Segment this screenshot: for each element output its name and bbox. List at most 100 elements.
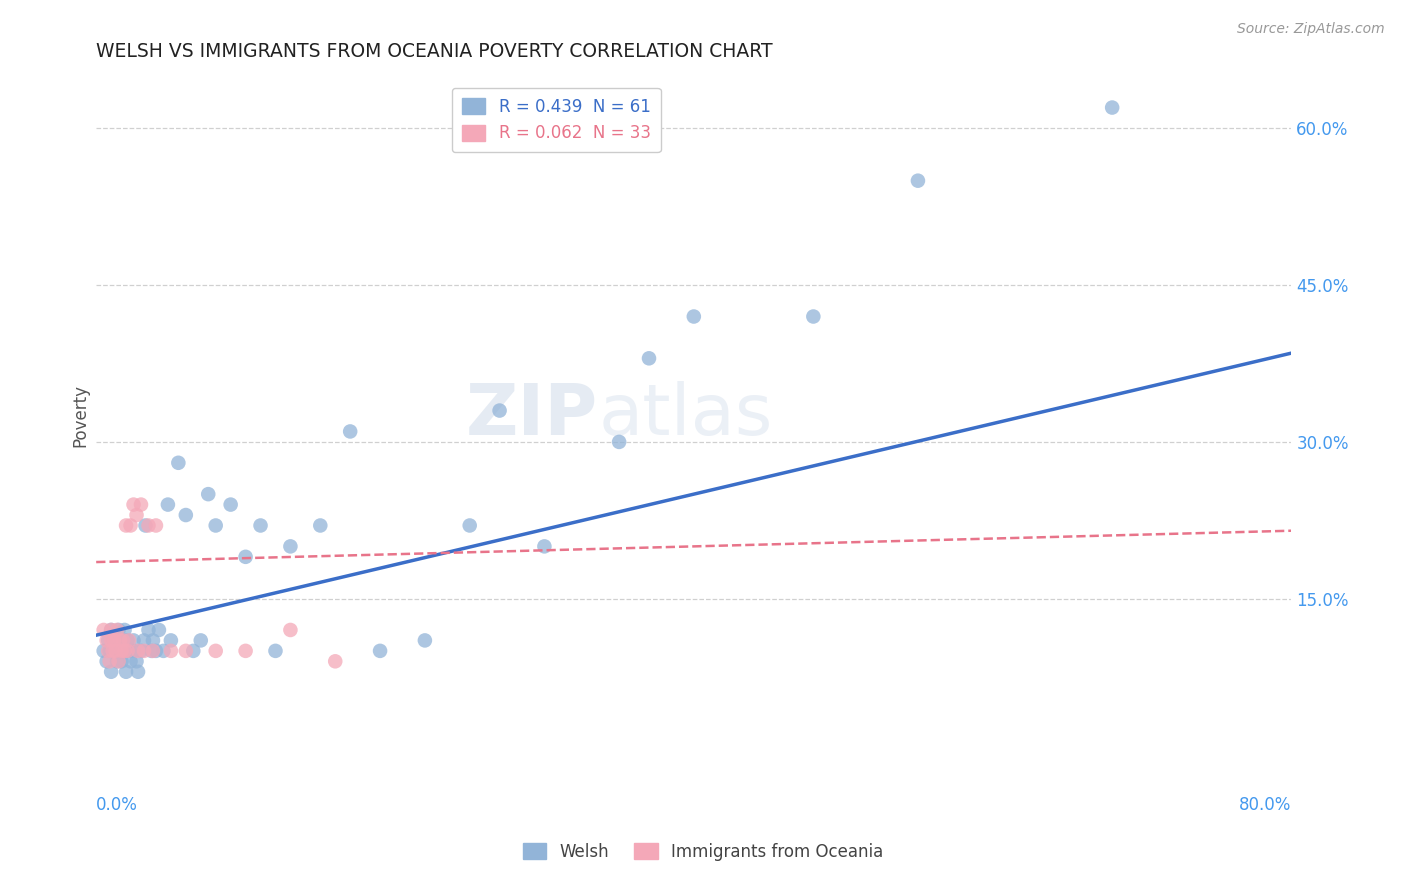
Point bbox=[104, 644, 127, 658]
Point bbox=[96, 654, 118, 668]
Point bbox=[235, 644, 257, 658]
Point bbox=[160, 644, 183, 658]
Point bbox=[219, 498, 242, 512]
Point bbox=[368, 644, 391, 658]
Point bbox=[108, 644, 131, 658]
Point bbox=[100, 665, 122, 679]
Point bbox=[132, 633, 155, 648]
Point bbox=[101, 644, 124, 658]
Point bbox=[323, 654, 346, 668]
Point bbox=[204, 644, 226, 658]
Point bbox=[235, 549, 257, 564]
Point bbox=[152, 644, 174, 658]
Point bbox=[264, 644, 287, 658]
Point bbox=[115, 665, 138, 679]
Point bbox=[129, 498, 152, 512]
Point bbox=[110, 644, 132, 658]
Point bbox=[280, 623, 302, 637]
Point bbox=[122, 633, 145, 648]
Point bbox=[97, 644, 120, 658]
Point bbox=[112, 633, 135, 648]
Point bbox=[125, 654, 148, 668]
Point bbox=[98, 654, 121, 668]
Point bbox=[134, 518, 156, 533]
Point bbox=[167, 456, 190, 470]
Point bbox=[533, 540, 555, 554]
Point bbox=[105, 623, 128, 637]
Point bbox=[105, 654, 128, 668]
Point bbox=[120, 518, 142, 533]
Point bbox=[115, 644, 138, 658]
Point bbox=[107, 623, 129, 637]
Text: ZIP: ZIP bbox=[465, 381, 598, 450]
Y-axis label: Poverty: Poverty bbox=[72, 384, 89, 447]
Text: Source: ZipAtlas.com: Source: ZipAtlas.com bbox=[1237, 22, 1385, 37]
Point bbox=[93, 644, 115, 658]
Point bbox=[138, 623, 160, 637]
Point bbox=[112, 644, 135, 658]
Text: 80.0%: 80.0% bbox=[1239, 796, 1292, 814]
Point bbox=[204, 518, 226, 533]
Point bbox=[190, 633, 212, 648]
Point bbox=[339, 425, 361, 439]
Point bbox=[117, 644, 139, 658]
Point bbox=[129, 644, 152, 658]
Point bbox=[127, 665, 149, 679]
Text: WELSH VS IMMIGRANTS FROM OCEANIA POVERTY CORRELATION CHART: WELSH VS IMMIGRANTS FROM OCEANIA POVERTY… bbox=[96, 42, 773, 61]
Point bbox=[132, 644, 155, 658]
Point bbox=[117, 633, 139, 648]
Point bbox=[174, 644, 197, 658]
Point bbox=[118, 644, 141, 658]
Point bbox=[108, 633, 131, 648]
Point bbox=[142, 644, 165, 658]
Point bbox=[607, 434, 630, 449]
Point bbox=[103, 633, 125, 648]
Point bbox=[197, 487, 219, 501]
Point bbox=[114, 644, 136, 658]
Point bbox=[100, 623, 122, 637]
Point bbox=[122, 498, 145, 512]
Point bbox=[141, 644, 163, 658]
Point bbox=[115, 518, 138, 533]
Point bbox=[110, 654, 132, 668]
Point bbox=[280, 540, 302, 554]
Point bbox=[122, 644, 145, 658]
Point bbox=[181, 644, 204, 658]
Point bbox=[112, 633, 135, 648]
Point bbox=[682, 310, 704, 324]
Point bbox=[107, 654, 129, 668]
Point bbox=[118, 633, 141, 648]
Point bbox=[127, 644, 149, 658]
Point bbox=[103, 633, 125, 648]
Point bbox=[413, 633, 436, 648]
Legend: R = 0.439  N = 61, R = 0.062  N = 33: R = 0.439 N = 61, R = 0.062 N = 33 bbox=[453, 88, 661, 153]
Point bbox=[97, 633, 120, 648]
Point bbox=[1101, 101, 1123, 115]
Legend: Welsh, Immigrants from Oceania: Welsh, Immigrants from Oceania bbox=[516, 837, 890, 868]
Text: atlas: atlas bbox=[598, 381, 772, 450]
Point bbox=[104, 644, 127, 658]
Point bbox=[138, 518, 160, 533]
Point bbox=[120, 654, 142, 668]
Point bbox=[145, 518, 167, 533]
Point bbox=[148, 623, 170, 637]
Point bbox=[93, 623, 115, 637]
Point bbox=[100, 623, 122, 637]
Point bbox=[98, 644, 121, 658]
Point bbox=[907, 174, 929, 188]
Point bbox=[125, 508, 148, 522]
Point bbox=[249, 518, 271, 533]
Point bbox=[638, 351, 661, 366]
Point bbox=[96, 633, 118, 648]
Point bbox=[458, 518, 481, 533]
Point bbox=[801, 310, 824, 324]
Point bbox=[488, 403, 510, 417]
Point bbox=[142, 633, 165, 648]
Point bbox=[145, 644, 167, 658]
Point bbox=[309, 518, 332, 533]
Point bbox=[100, 644, 122, 658]
Point bbox=[114, 623, 136, 637]
Point bbox=[160, 633, 183, 648]
Point bbox=[156, 498, 179, 512]
Text: 0.0%: 0.0% bbox=[96, 796, 138, 814]
